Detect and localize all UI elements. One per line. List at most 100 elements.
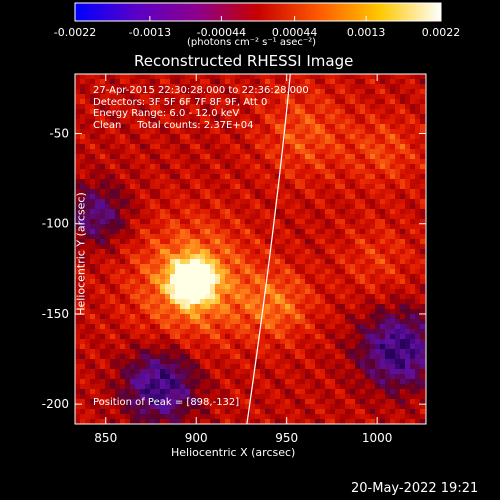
heatmap-cell xyxy=(170,179,176,185)
heatmap-cell xyxy=(225,224,231,230)
heatmap-cell xyxy=(110,294,116,300)
heatmap-cell xyxy=(330,179,336,185)
heatmap-cell xyxy=(140,94,146,100)
heatmap-cell xyxy=(420,264,426,270)
heatmap-cell xyxy=(180,139,186,145)
heatmap-cell xyxy=(80,419,86,425)
heatmap-cell xyxy=(420,359,426,365)
heatmap-cell xyxy=(380,99,386,105)
heatmap-cell xyxy=(325,179,331,185)
heatmap-cell xyxy=(190,394,196,400)
heatmap-cell xyxy=(385,324,391,330)
heatmap-cell xyxy=(145,269,151,275)
heatmap-cell xyxy=(245,269,251,275)
heatmap-cell xyxy=(255,289,261,295)
heatmap-cell xyxy=(395,219,401,225)
heatmap-cell xyxy=(290,349,296,355)
heatmap-cell xyxy=(125,74,131,80)
heatmap-cell xyxy=(140,364,146,370)
heatmap-cell xyxy=(370,409,376,415)
heatmap-cell xyxy=(140,114,146,120)
heatmap-cell xyxy=(95,164,101,170)
heatmap-cell xyxy=(235,159,241,165)
heatmap-cell xyxy=(285,279,291,285)
heatmap-cell xyxy=(110,324,116,330)
heatmap-cell xyxy=(305,384,311,390)
heatmap-cell xyxy=(360,189,366,195)
heatmap-cell xyxy=(85,114,91,120)
heatmap-cell xyxy=(190,174,196,180)
heatmap-cell xyxy=(220,134,226,140)
heatmap-cell xyxy=(390,354,396,360)
heatmap-cell xyxy=(90,304,96,310)
heatmap-cell xyxy=(330,349,336,355)
heatmap-cell xyxy=(370,109,376,115)
heatmap-cell xyxy=(180,239,186,245)
heatmap-cell xyxy=(235,149,241,155)
heatmap-cell xyxy=(365,329,371,335)
heatmap-cell xyxy=(200,84,206,90)
heatmap-cell xyxy=(350,269,356,275)
heatmap-cell xyxy=(255,134,261,140)
heatmap-cell xyxy=(165,234,171,240)
heatmap-cell xyxy=(150,104,156,110)
heatmap-cell xyxy=(390,304,396,310)
heatmap-cell xyxy=(420,224,426,230)
heatmap-cell xyxy=(270,179,276,185)
heatmap-cell xyxy=(380,349,386,355)
heatmap-cell xyxy=(225,189,231,195)
heatmap-cell xyxy=(195,139,201,145)
heatmap-cell xyxy=(200,189,206,195)
heatmap-cell xyxy=(400,269,406,275)
heatmap-cell xyxy=(125,199,131,205)
heatmap-cell xyxy=(310,359,316,365)
heatmap-cell xyxy=(225,404,231,410)
heatmap-cell xyxy=(385,174,391,180)
heatmap-cell xyxy=(85,209,91,215)
heatmap-cell xyxy=(125,124,131,130)
heatmap-cell xyxy=(355,149,361,155)
heatmap-cell xyxy=(175,404,181,410)
heatmap-cell xyxy=(330,219,336,225)
heatmap-cell xyxy=(310,419,316,425)
heatmap-cell xyxy=(245,129,251,135)
heatmap-cell xyxy=(130,114,136,120)
heatmap-cell xyxy=(310,104,316,110)
heatmap-cell xyxy=(240,344,246,350)
heatmap-cell xyxy=(305,259,311,265)
heatmap-cell xyxy=(155,309,161,315)
heatmap-cell xyxy=(420,189,426,195)
heatmap-cell xyxy=(405,129,411,135)
heatmap-cell xyxy=(195,119,201,125)
heatmap-cell xyxy=(75,74,81,80)
heatmap-cell xyxy=(275,354,281,360)
heatmap-cell xyxy=(135,399,141,405)
heatmap-cell xyxy=(345,109,351,115)
heatmap-cell xyxy=(130,309,136,315)
heatmap-cell xyxy=(235,199,241,205)
heatmap-cell xyxy=(135,129,141,135)
heatmap-cell xyxy=(335,284,341,290)
heatmap-cell xyxy=(320,144,326,150)
heatmap-cell xyxy=(115,339,121,345)
heatmap-cell xyxy=(120,414,126,420)
heatmap-cell xyxy=(145,184,151,190)
heatmap-cell xyxy=(155,104,161,110)
heatmap-cell xyxy=(195,299,201,305)
heatmap-cell xyxy=(305,264,311,270)
heatmap-cell xyxy=(95,294,101,300)
heatmap-cell xyxy=(390,309,396,315)
heatmap-cell xyxy=(185,349,191,355)
heatmap-cell xyxy=(195,379,201,385)
heatmap-cell xyxy=(90,194,96,200)
heatmap-cell xyxy=(200,89,206,95)
heatmap-cell xyxy=(250,149,256,155)
heatmap-cell xyxy=(145,324,151,330)
heatmap-cell xyxy=(170,334,176,340)
heatmap-cell xyxy=(310,254,316,260)
heatmap-cell xyxy=(245,294,251,300)
heatmap-cell xyxy=(75,159,81,165)
heatmap-cell xyxy=(335,124,341,130)
heatmap-cell xyxy=(190,254,196,260)
heatmap-cell xyxy=(370,419,376,425)
